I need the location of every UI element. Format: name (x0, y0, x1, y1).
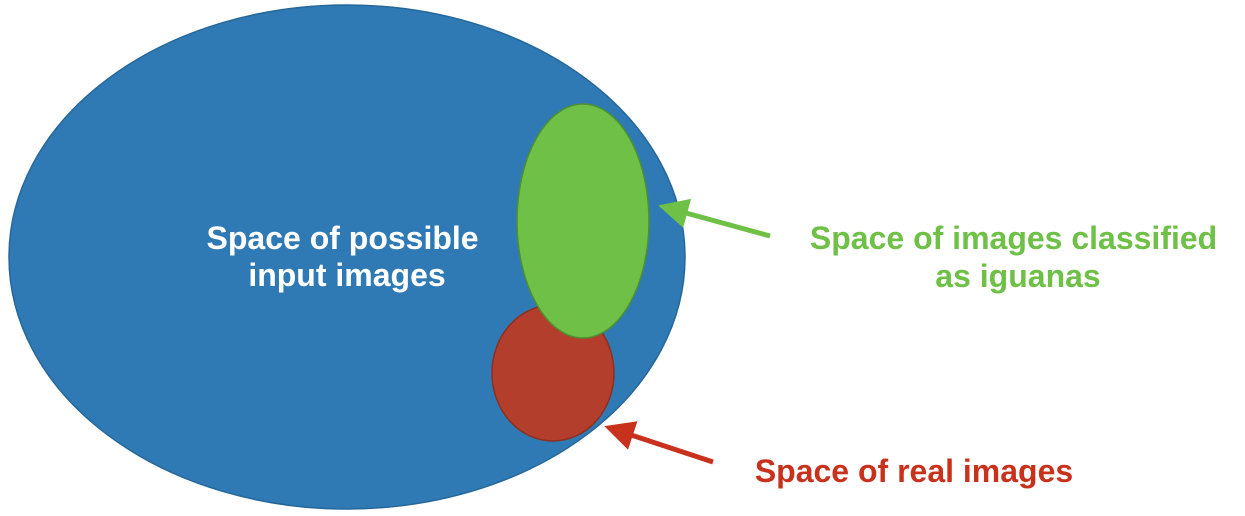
iguana-space-label: Space of images classified as iguanas (810, 220, 1226, 294)
real-space-label-line-1: Space of real images (755, 453, 1073, 489)
real-arrow (604, 421, 714, 465)
input-space-label: Space of possible input images (207, 220, 488, 293)
input-space-label-line-2: input images (248, 257, 445, 293)
input-space-label-line-1: Space of possible (207, 220, 479, 256)
real-space-label: Space of real images (755, 453, 1073, 489)
iguana-space-label-line-2: as iguanas (935, 258, 1100, 294)
iguana-space-label-line-1: Space of images classified (810, 220, 1217, 256)
iguana-space-ellipse (516, 103, 650, 339)
iguana-arrow (658, 198, 771, 239)
